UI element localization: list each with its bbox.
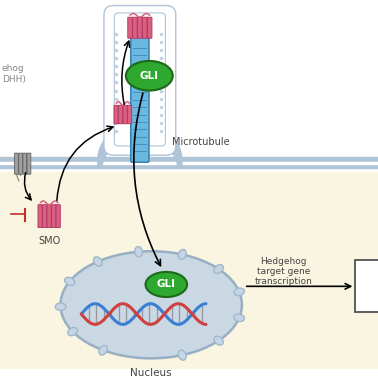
- Ellipse shape: [60, 251, 242, 358]
- Polygon shape: [98, 134, 182, 168]
- Text: Nucleus: Nucleus: [130, 368, 172, 378]
- Ellipse shape: [135, 246, 143, 257]
- Ellipse shape: [68, 327, 77, 336]
- FancyBboxPatch shape: [123, 105, 127, 124]
- FancyBboxPatch shape: [27, 153, 31, 174]
- FancyBboxPatch shape: [38, 204, 42, 228]
- FancyBboxPatch shape: [23, 153, 26, 174]
- FancyBboxPatch shape: [42, 204, 47, 228]
- FancyBboxPatch shape: [51, 204, 56, 228]
- Text: GLI: GLI: [157, 279, 176, 290]
- FancyBboxPatch shape: [133, 17, 137, 38]
- Ellipse shape: [214, 336, 223, 345]
- FancyBboxPatch shape: [143, 17, 147, 38]
- FancyBboxPatch shape: [127, 105, 132, 124]
- FancyBboxPatch shape: [114, 13, 166, 146]
- FancyBboxPatch shape: [147, 17, 152, 38]
- Polygon shape: [98, 122, 182, 162]
- Ellipse shape: [99, 345, 107, 355]
- FancyBboxPatch shape: [131, 36, 149, 162]
- Ellipse shape: [93, 257, 102, 266]
- Text: Microtubule: Microtubule: [172, 137, 229, 147]
- FancyBboxPatch shape: [47, 204, 51, 228]
- FancyBboxPatch shape: [56, 204, 60, 228]
- Ellipse shape: [55, 303, 66, 310]
- FancyBboxPatch shape: [119, 105, 122, 124]
- Bar: [0, 162, 378, 164]
- Ellipse shape: [126, 61, 173, 90]
- Text: ehog
DHH): ehog DHH): [2, 64, 26, 84]
- Bar: [0, 164, 378, 168]
- Ellipse shape: [178, 249, 186, 259]
- Text: SMO: SMO: [38, 237, 60, 246]
- FancyBboxPatch shape: [138, 17, 142, 38]
- Bar: [0, 172, 378, 369]
- FancyBboxPatch shape: [19, 153, 22, 174]
- Ellipse shape: [146, 272, 187, 297]
- FancyBboxPatch shape: [104, 6, 176, 155]
- Text: Hedgehog
target gene
transcription: Hedgehog target gene transcription: [254, 257, 313, 287]
- Ellipse shape: [234, 288, 245, 296]
- FancyBboxPatch shape: [14, 153, 18, 174]
- Bar: [355, 260, 378, 312]
- Ellipse shape: [65, 277, 75, 285]
- Bar: [0, 158, 378, 162]
- Bar: [0, 0, 378, 172]
- FancyBboxPatch shape: [128, 17, 132, 38]
- FancyBboxPatch shape: [114, 105, 118, 124]
- Ellipse shape: [214, 265, 223, 273]
- Ellipse shape: [178, 350, 186, 360]
- Text: GLI: GLI: [140, 71, 159, 81]
- Ellipse shape: [234, 314, 245, 322]
